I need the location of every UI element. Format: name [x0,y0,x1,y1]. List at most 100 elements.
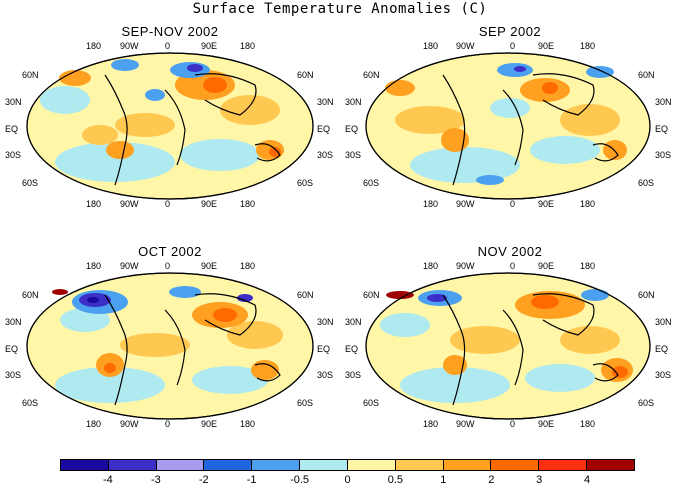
lat-label: 60N [297,70,314,80]
lat-label: 60S [363,398,380,408]
colorbar-tick-label: 3 [536,474,543,486]
colorbar-swatch [347,460,396,470]
lat-label: 30N [5,97,22,107]
colorbar-swatch [587,460,634,470]
lon-label: 180 [580,419,596,429]
anomaly-map [26,52,314,200]
lat-label: EQ [317,344,331,354]
lon-label: 0 [165,261,171,271]
colorbar-swatch [300,460,348,470]
colorbar-swatch [108,460,157,470]
map-panel: NOV 2002 180 90W 0 90E 180 180 90W 0 90E… [345,220,675,435]
colorbar-tick-label: 0.5 [387,474,404,486]
map-panel: OCT 2002 180 90W 0 90E 180 180 90W 0 90E… [5,220,335,435]
panel-title: SEP-NOV 2002 [121,24,219,39]
colorbar-tick-label: -0.5 [290,474,310,486]
lat-label: EQ [345,344,359,354]
lon-label: 180 [86,41,102,51]
lat-label: 60N [638,290,655,300]
figure-title: Surface Temperature Anomalies (C) [192,1,488,17]
anomaly-map [26,272,314,420]
colorbar-swatch [252,460,301,470]
colorbar-tick-label: 2 [488,474,495,486]
lon-label: 0 [165,419,171,429]
map-panel: SEP 2002 180 90W 0 90E 180 180 90W 0 90E… [345,0,675,215]
colorbar-swatch [156,460,205,470]
lat-label: 30N [317,317,334,327]
lat-label: 60N [638,70,655,80]
lon-label: 90W [120,41,139,51]
lat-label: 30N [345,317,362,327]
colorbar-tick-label: 4 [584,474,591,486]
lon-label: 0 [510,41,516,51]
colorbar-tick-label: 0 [344,474,351,486]
lat-label: 60S [297,178,314,188]
lat-label: 30S [317,370,334,380]
lat-label: 60S [638,398,655,408]
lat-label: 30S [317,150,334,160]
lat-label: 60S [297,398,314,408]
lat-label: 60N [297,290,314,300]
lon-label: 90W [456,41,475,51]
colorbar-swatch [61,460,109,470]
lat-label: 30S [5,370,22,380]
lat-label: 60N [22,70,39,80]
colorbar-swatch [539,460,588,470]
lat-label: 60S [638,178,655,188]
colorbar-swatch [395,460,444,470]
lon-label: 90W [456,419,475,429]
colorbar-tick-label: -3 [150,474,161,486]
map-panel: SEP-NOV 2002 180 90W 0 90E 180 180 90W 0… [5,0,335,215]
lon-label: 0 [510,199,516,209]
panel-title: NOV 2002 [477,244,543,259]
lon-label: 180 [240,199,256,209]
colorbar-tick-label: -4 [103,474,113,486]
lon-label: 90E [538,199,555,209]
lon-label: 90W [456,261,475,271]
lat-label: EQ [655,344,669,354]
lon-label: 180 [86,261,102,271]
lon-label: 180 [423,419,439,429]
colorbar-swatch [491,460,540,470]
colorbar-tick-label: -2 [198,474,209,486]
lat-label: 60N [363,290,380,300]
lon-label: 0 [165,41,171,51]
lon-label: 90E [201,41,218,51]
lon-label: 180 [423,199,439,209]
lon-label: 0 [165,199,171,209]
lon-label: 180 [580,41,596,51]
lat-label: 30N [655,317,672,327]
lat-label: 30S [5,150,22,160]
lon-label: 0 [510,419,516,429]
lon-label: 180 [86,419,102,429]
lat-label: 30N [5,317,22,327]
lon-label: 90E [538,261,555,271]
colorbar [60,459,635,471]
lat-label: 30S [345,370,362,380]
colorbar-tick-label: 1 [440,474,447,486]
lon-label: 90W [120,419,139,429]
lon-label: 180 [240,261,256,271]
lon-label: 0 [510,261,516,271]
lon-label: 180 [240,419,256,429]
lon-label: 90E [538,419,555,429]
lat-label: EQ [5,124,19,134]
lon-label: 90E [201,419,218,429]
lat-label: 60N [363,70,380,80]
lon-label: 180 [580,199,596,209]
colorbar-tick-label: -1 [246,474,257,486]
colorbar-swatch [204,460,253,470]
panel-title: SEP 2002 [478,24,542,39]
lon-label: 90W [456,199,475,209]
lat-label: EQ [317,124,331,134]
lat-label: 60N [22,290,39,300]
lon-label: 90E [538,41,555,51]
lon-label: 90W [120,261,139,271]
colorbar-swatch [443,460,492,470]
lon-label: 180 [580,261,596,271]
lat-label: EQ [345,124,359,134]
panel-title: OCT 2002 [138,244,202,259]
lon-label: 180 [240,41,256,51]
lat-label: 30N [655,97,672,107]
lat-label: 60S [22,178,39,188]
